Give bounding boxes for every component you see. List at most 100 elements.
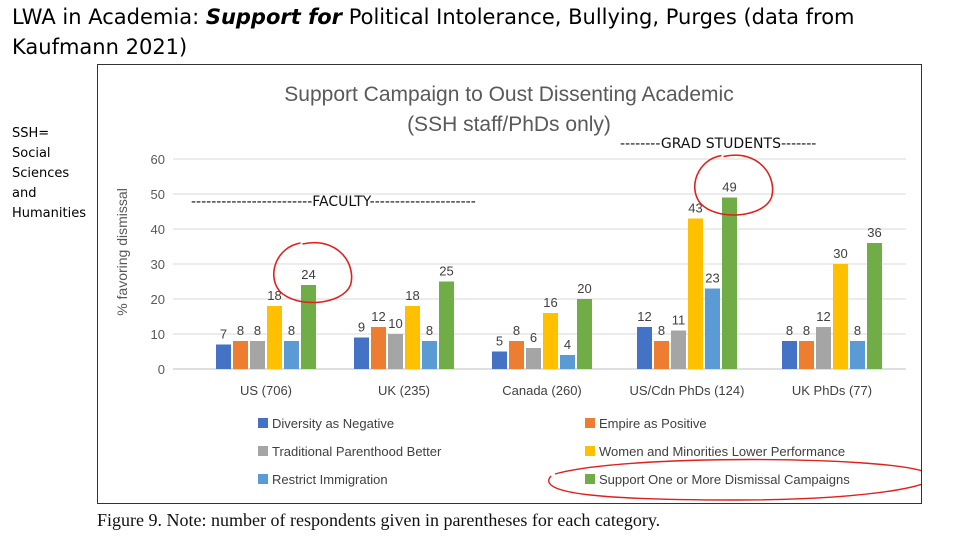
bar [637,327,652,369]
bar-value-label: 8 [237,323,244,338]
legend-swatch [258,418,268,428]
legend-label: Restrict Immigration [272,472,388,487]
bar [543,313,558,369]
bar [301,285,316,369]
bar-value-label: 5 [496,334,503,349]
y-tick-label: 30 [151,257,165,272]
bar [850,341,865,369]
bar-value-label: 12 [371,309,385,324]
faculty-annotation: ------------------------FACULTY---------… [191,194,476,210]
highlight-circle [273,241,353,304]
bar-value-label: 8 [426,323,433,338]
gridlines [173,158,906,370]
y-tick-label: 60 [151,152,165,167]
x-tick-label: US/Cdn PhDs (124) [630,383,745,398]
bar-value-label: 8 [803,323,810,338]
legend-label: Diversity as Negative [272,416,394,431]
bar-value-label: 12 [816,309,830,324]
chart-subtitle: (SSH staff/PhDs only) [407,113,611,136]
y-axis-ticks: 0 10 20 30 40 50 60 [151,152,165,377]
bar-value-label: 12 [637,309,651,324]
bar-value-label: 10 [388,316,402,331]
chart-frame: Support Campaign to Oust Dissenting Acad… [97,64,934,504]
bar-value-label: 6 [530,330,537,345]
y-axis-label: % favoring dismissal [114,188,130,316]
bar-value-label: 8 [513,323,520,338]
legend-label: Empire as Positive [599,416,707,431]
bar-value-label: 30 [833,246,847,261]
bar [577,299,592,369]
side-note-line: Sciences [12,166,70,181]
side-note: SSH= Social Sciences and Humanities [12,124,102,224]
x-tick-label: Canada (260) [502,383,582,398]
bar [216,344,231,369]
legend: Diversity as Negative Empire as Positive T… [258,416,850,487]
side-note-line: Humanities [12,206,86,221]
bar [526,348,541,369]
bar [405,306,420,369]
bar [354,337,369,369]
bar [250,341,265,369]
legend-label: Support One or More Dismissal Campaigns [599,472,850,487]
bar [671,330,686,369]
figure-caption: Figure 9. Note: number of respondents gi… [97,510,661,530]
slide-title-prefix: LWA in Academia: [12,5,206,29]
bar [233,341,248,369]
x-axis-tick-labels: US (706) UK (235) Canada (260) US/Cdn PhDs … [240,383,872,398]
bar [388,334,403,369]
bar-chart: Support Campaign to Oust Dissenting Acad… [114,83,934,501]
bar-value-label: 4 [564,337,571,352]
side-note-line: SSH= [12,126,50,141]
legend-label: Traditional Parenthood Better [272,444,442,459]
bar [782,341,797,369]
bar [560,355,575,369]
bar-value-label: 25 [439,264,453,279]
legend-swatch [258,474,268,484]
y-tick-label: 50 [151,187,165,202]
bar [267,306,282,369]
bar-value-label: 20 [577,281,591,296]
side-note-line: and [12,186,37,201]
y-tick-label: 40 [151,222,165,237]
bar-value-label: 24 [301,267,315,282]
x-tick-label: US (706) [240,383,292,398]
legend-swatch [258,446,268,456]
bar [654,341,669,369]
bar [816,327,831,369]
bar-value-label: 8 [288,323,295,338]
bar-value-label: 11 [672,313,686,328]
bar-value-label: 23 [705,271,719,286]
bar-value-label: 8 [786,323,793,338]
slide-title-suffix: Political Intolerance, Bullying, Purges … [12,5,855,59]
y-tick-label: 10 [151,327,165,342]
legend-swatch [585,474,595,484]
bar-value-label: 49 [722,180,736,195]
chart-title: Support Campaign to Oust Dissenting Acad… [284,83,733,106]
bar-value-label: 36 [867,225,881,240]
legend-label: Women and Minorities Lower Performance [599,444,845,459]
legend-swatch [585,446,595,456]
bar-value-label: 8 [658,323,665,338]
bar [867,243,882,369]
legend-swatch [585,418,595,428]
slide-title-emphasis: Support for [205,5,343,29]
x-tick-label: UK (235) [378,383,430,398]
y-tick-label: 20 [151,292,165,307]
bar-value-label: 8 [254,323,261,338]
grad-students-annotation: --------GRAD STUDENTS------- [620,136,816,152]
bar [722,197,737,369]
side-note-line: Social [12,146,51,161]
bar-value-label: 43 [688,201,702,216]
slide-title: LWA in Academia: Support for Political I… [12,2,942,62]
bar-value-label: 18 [267,288,281,303]
y-tick-label: 0 [158,362,165,377]
bar-value-label: 9 [358,320,365,335]
highlight-circle [694,154,774,216]
bar-value-label: 7 [220,327,227,342]
bar [509,341,524,369]
bar [799,341,814,369]
bar [833,264,848,369]
bar [422,341,437,369]
bar [371,327,386,369]
